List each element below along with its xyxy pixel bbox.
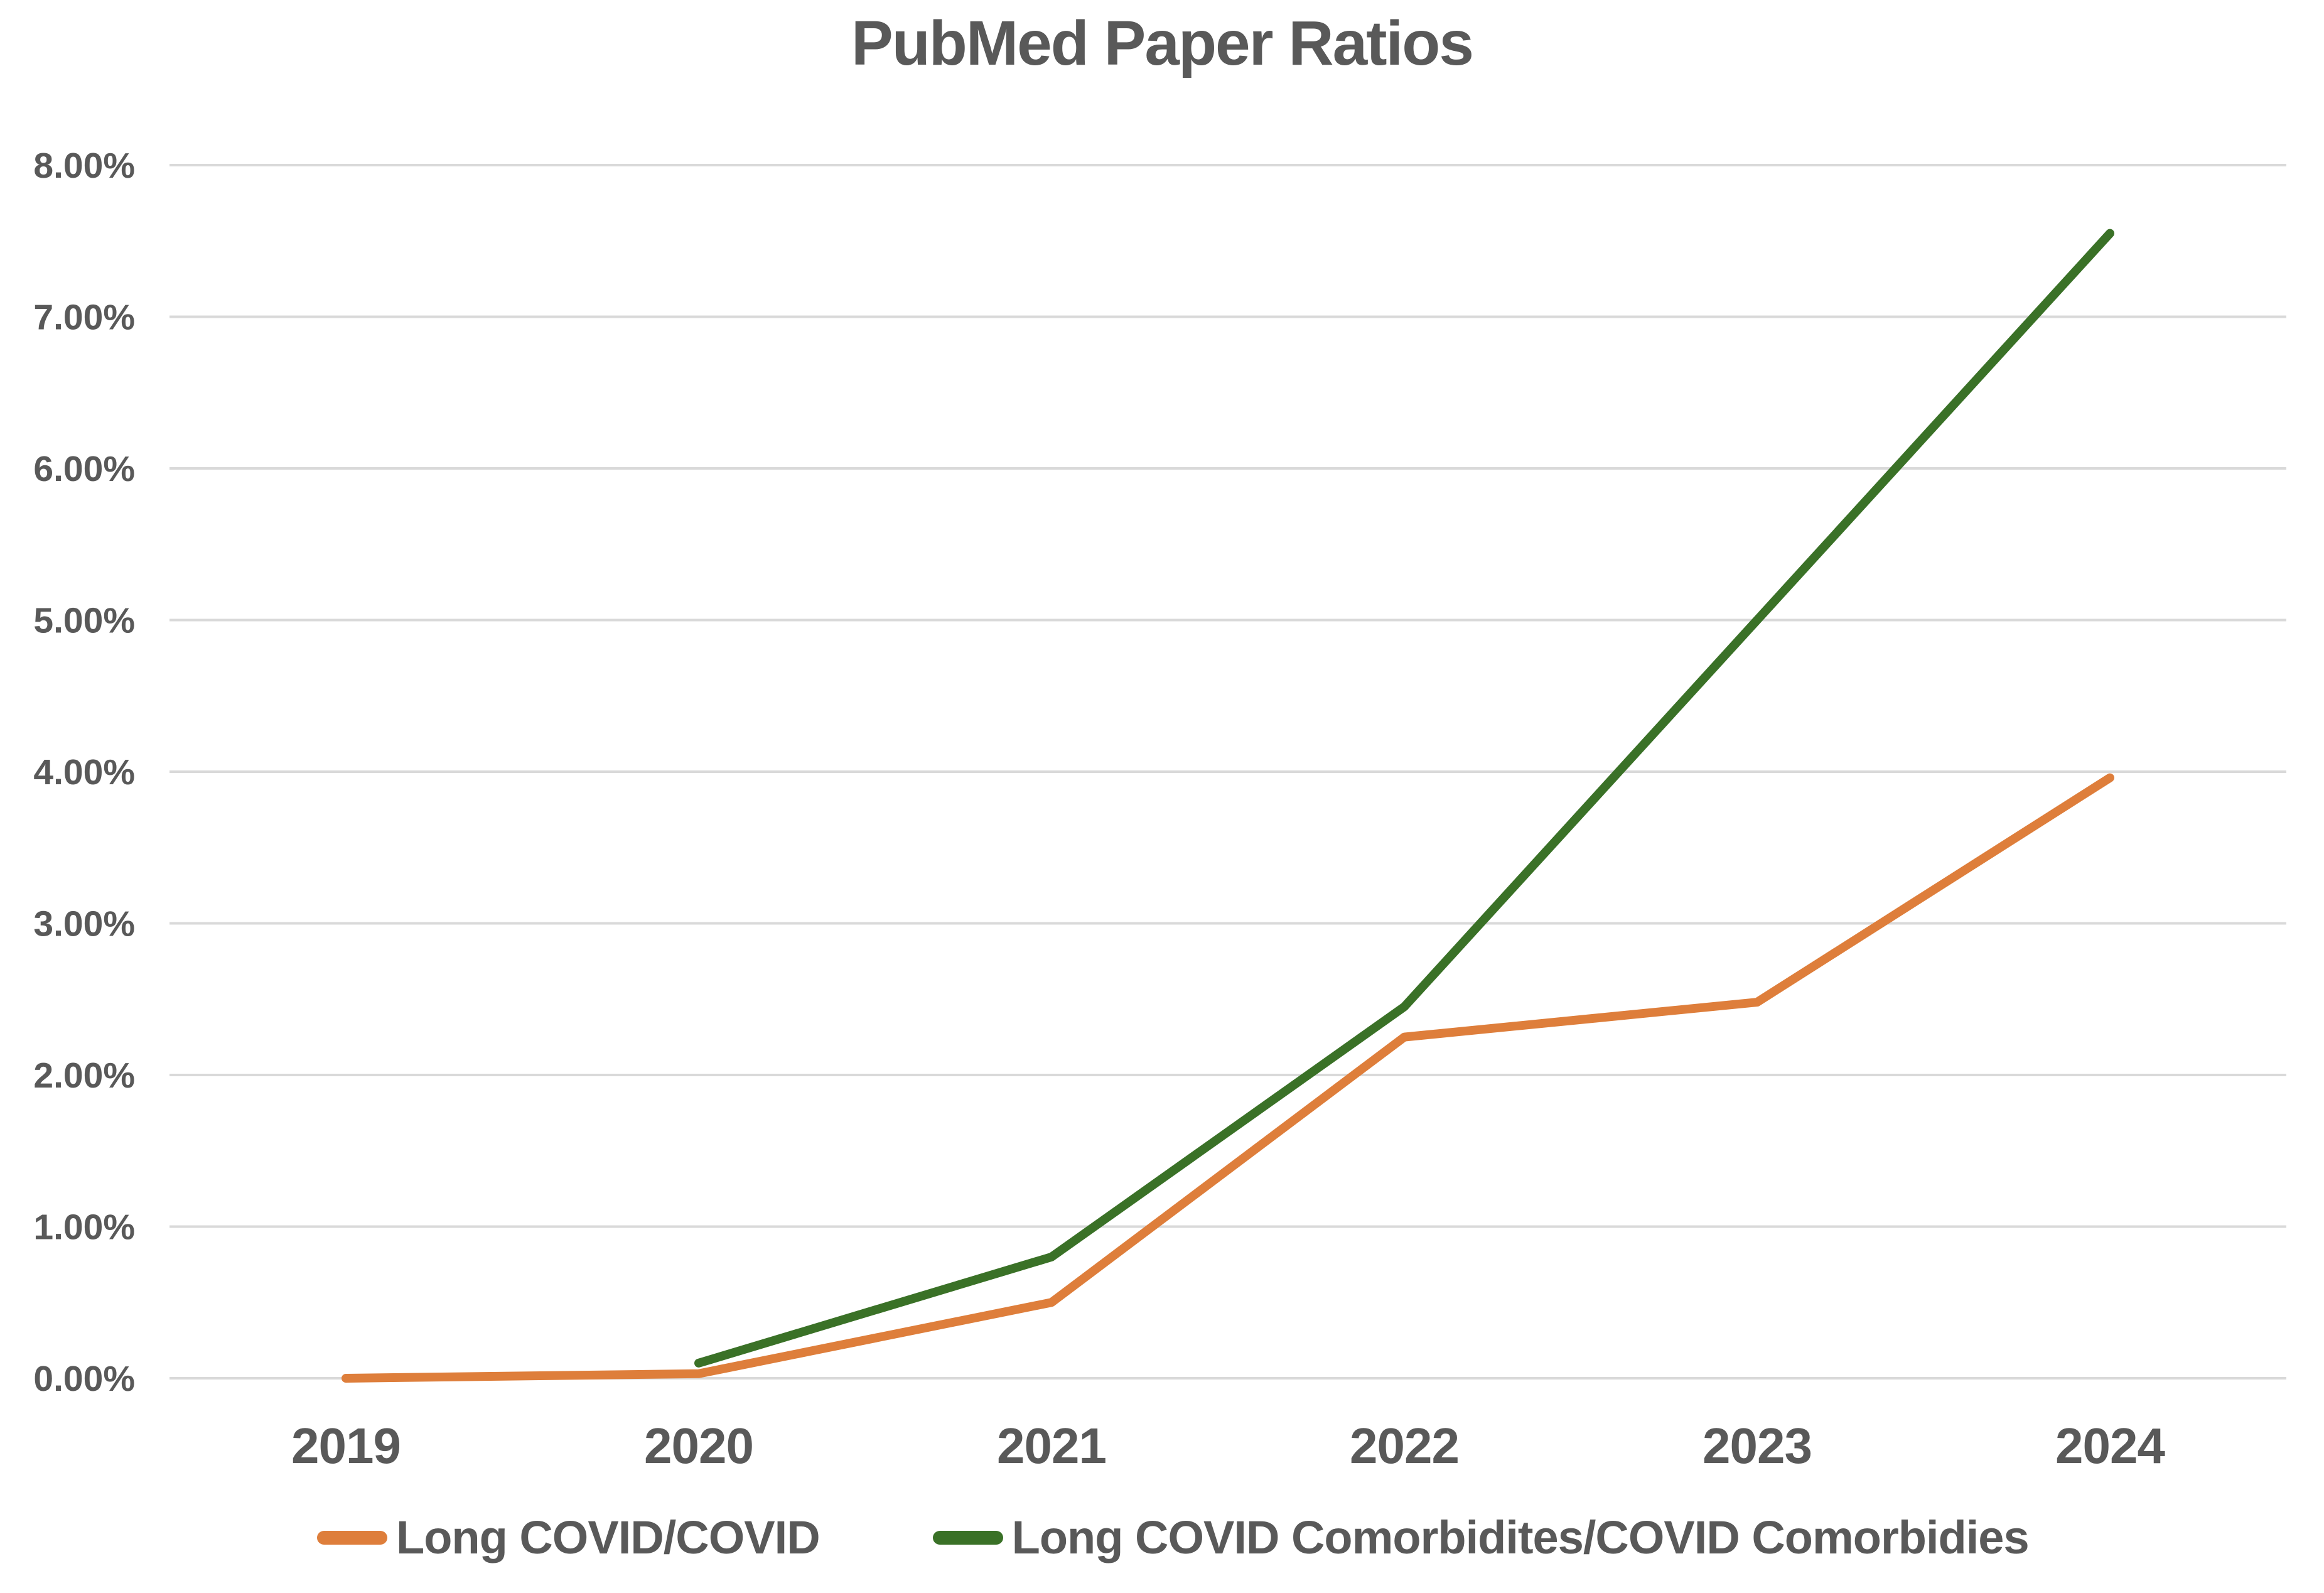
y-axis-tick-label: 5.00% [33, 601, 135, 641]
legend-item-long-covid-covid: Long COVID/COVID [317, 1511, 820, 1564]
x-axis-tick-label: 2020 [644, 1418, 753, 1474]
y-axis-tick-label: 4.00% [33, 752, 135, 792]
y-axis-tick-label: 1.00% [33, 1207, 135, 1248]
y-axis-tick-label: 3.00% [33, 904, 135, 944]
x-axis-tick-label: 2019 [291, 1418, 401, 1474]
series-line-long-covid-covid [342, 773, 2114, 1383]
legend-label-long-covid-covid: Long COVID/COVID [396, 1511, 820, 1563]
y-axis-tick-label: 8.00% [33, 146, 135, 186]
series-line-long-covid-comorbidites-covid-comorbidies [694, 229, 2114, 1368]
y-axis-tick-label: 7.00% [33, 298, 135, 338]
chart-title: PubMed Paper Ratios [851, 8, 1474, 78]
x-axis-tick-label: 2023 [1703, 1418, 1812, 1474]
legend-swatch-orange-icon [317, 1530, 387, 1545]
legend-swatch-green-icon [932, 1530, 1003, 1545]
legend: Long COVID/COVID Long COVID Comorbidites… [317, 1511, 2030, 1564]
y-axis-tick-label: 2.00% [33, 1056, 135, 1096]
x-axis-tick-label: 2021 [997, 1418, 1106, 1474]
y-axis-tick-label: 6.00% [33, 449, 135, 489]
legend-item-comorbidities-ratio: Long COVID Comorbidites/COVID Comorbidie… [932, 1511, 2030, 1564]
x-axis-tick-label: 2024 [2055, 1418, 2165, 1474]
x-axis-tick-label: 2022 [1350, 1418, 1459, 1474]
legend-label-comorbidities-ratio: Long COVID Comorbidites/COVID Comorbidie… [1011, 1511, 2030, 1563]
y-axis-tick-label: 0.00% [33, 1359, 135, 1399]
